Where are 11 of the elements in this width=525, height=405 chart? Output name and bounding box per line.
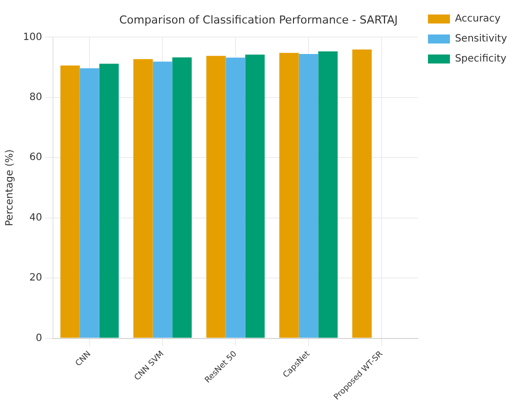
y-tick-label: 100 bbox=[22, 32, 42, 43]
y-tick-label: 40 bbox=[29, 212, 42, 224]
legend-label: Accuracy bbox=[454, 14, 501, 25]
y-tick-label: 0 bbox=[36, 332, 42, 344]
y-tick-label: 20 bbox=[29, 272, 42, 284]
y-axis-title: Percentage (%) bbox=[4, 149, 16, 226]
chart-title: Comparison of Classification Performance - SARTAJ bbox=[119, 13, 398, 26]
legend-label: Specificity bbox=[454, 54, 507, 65]
y-tick-label: 80 bbox=[29, 92, 42, 104]
y-tick-label: 60 bbox=[29, 152, 42, 164]
legend-label: Sensitivity bbox=[454, 34, 508, 45]
